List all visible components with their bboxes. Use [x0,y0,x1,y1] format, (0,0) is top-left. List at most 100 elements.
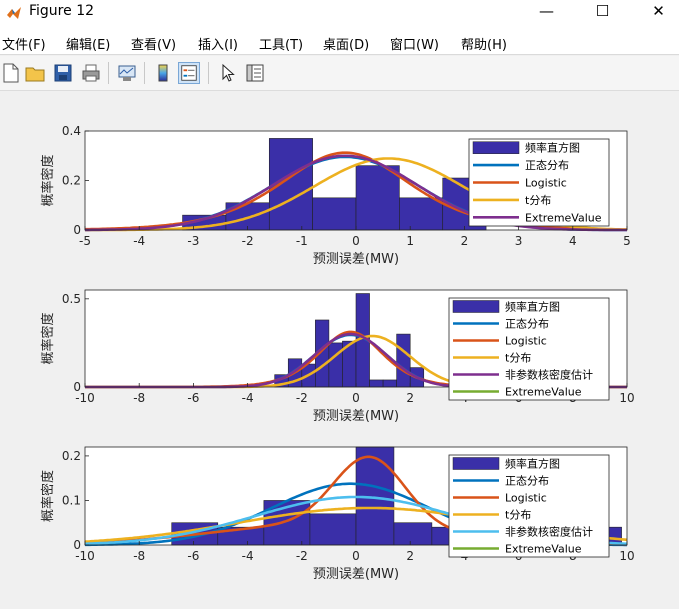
legend-label: 频率直方图 [525,141,580,155]
save-icon[interactable] [52,62,74,84]
x-tick-label: -2 [296,391,308,405]
histogram-bar [355,165,400,231]
x-tick-label: 10 [619,549,634,563]
colorbar-icon[interactable] [152,62,174,84]
legend-label: 非参数核密度估计 [505,525,593,539]
y-tick-label: 0.2 [62,449,81,463]
legend-swatch-bar [452,300,500,313]
toolbar-separator [208,62,209,84]
legend-label: 频率直方图 [505,457,560,471]
y-tick-label: 0 [73,538,81,552]
y-axis-label: 概率密度 [40,154,56,206]
x-tick-label: 0 [352,234,360,248]
x-tick-label: -2 [296,549,308,563]
legend-label: Logistic [505,492,547,505]
axes-1: -5 -4 -3 -2 -1 0 1 2 3 4 5 0 0.2 0.4 预测误差(MW) 概率密度 频率直方图… [40,124,631,267]
x-tick-label: 10 [619,391,634,405]
toolbar-separator [108,62,109,84]
menu-help[interactable]: 帮助(H) [461,38,507,53]
close-button[interactable]: ✕ [652,2,665,20]
x-tick-label: -6 [187,391,199,405]
menu-desktop[interactable]: 桌面(D) [323,38,370,53]
open-file-icon[interactable] [24,62,46,84]
legend-label: Logistic [525,177,567,190]
legend-label: ExtremeValue [505,386,582,399]
histogram-bar [312,197,357,231]
x-tick-label: 2 [406,391,414,405]
histogram-bar [328,342,343,388]
x-tick-label: -8 [133,391,145,405]
figure-canvas: -5 -4 -3 -2 -1 0 1 2 3 4 5 0 0.2 0.4 预测误差(MW) 概率密度 频率直方图… [0,91,679,605]
property-inspector-icon[interactable] [244,62,266,84]
x-tick-label: -10 [75,391,95,405]
x-tick-label: -4 [242,391,254,405]
menu-insert[interactable]: 插入(I) [198,38,238,53]
legend-label: t分布 [505,352,531,365]
menu-tools[interactable]: 工具(T) [259,38,304,53]
legend-label: ExtremeValue [505,543,582,556]
legend-label: 正态分布 [505,475,549,488]
y-tick-label: 0.5 [62,292,81,306]
menu-edit[interactable]: 编辑(E) [66,38,111,53]
menu-file[interactable]: 文件(F) [2,38,46,53]
y-axis-label: 概率密度 [40,470,56,522]
x-axis-label: 预测误差(MW) [313,252,399,267]
print-icon[interactable] [80,62,102,84]
y-tick-label: 0.2 [62,174,81,188]
x-tick-label: 3 [515,234,523,248]
pointer-icon[interactable] [216,62,238,84]
window-title: Figure 12 [29,3,95,19]
x-tick-label: -1 [296,234,308,248]
histogram-bar [396,333,411,388]
legend-swatch-bar [472,141,520,154]
legend-label: 非参数核密度估计 [505,368,593,382]
legend-box [448,297,610,401]
legend-label: Logistic [505,335,547,348]
x-tick-label: -2 [242,234,254,248]
histogram-bar [393,522,433,546]
menu-window[interactable]: 窗口(W) [390,38,439,53]
legend-label: 正态分布 [505,318,549,331]
x-tick-label: 2 [406,549,414,563]
legend-label: t分布 [525,194,551,207]
toolbar-separator [144,62,145,84]
x-tick-label: 1 [406,234,414,248]
legend-label: 正态分布 [525,159,569,172]
axes-2: -10-8-6-4-2024681000.5预测误差(MW)概率密度频率直方图正… [40,289,635,424]
histogram-bar [369,379,384,388]
y-axis-label: 概率密度 [40,312,56,364]
x-tick-label: 5 [623,234,631,248]
y-tick-label: 0 [73,380,81,394]
legend-box [448,454,610,558]
menu-bar: 文件(F) 编辑(E) 查看(V) 插入(I) 工具(T) 桌面(D) 窗口(W… [0,30,679,55]
x-tick-label: 0 [352,549,360,563]
x-tick-label: -6 [187,549,199,563]
x-tick-label: 2 [461,234,469,248]
maximize-button[interactable]: ☐ [595,2,610,20]
curve-kernel [85,154,627,232]
histogram-bar [309,513,357,546]
histogram-bar [382,379,397,388]
x-axis-label: 预测误差(MW) [313,409,399,424]
legend-label: ExtremeValue [525,211,602,224]
histogram-bar [399,197,444,231]
legend-icon[interactable] [178,62,200,84]
menu-view[interactable]: 查看(V) [131,38,177,53]
y-tick-label: 0.4 [62,124,81,138]
x-tick-label: -5 [79,234,91,248]
x-axis-label: 预测误差(MW) [313,567,399,582]
figure-svg: -5 -4 -3 -2 -1 0 1 2 3 4 500.20.4预测误差(MW)概率密度频率直方图… [40,124,635,582]
toolbar [0,56,679,91]
x-tick-label: -4 [133,234,145,248]
title-bar: Figure 12 — ☐ ✕ [0,0,679,30]
y-tick-label: 0.1 [62,493,81,507]
axes-3: -10-8-6-4-2024681000.10.2预测误差(MW)概率密度频率直… [40,446,635,582]
minimize-button[interactable]: — [539,2,554,20]
matlab-logo-icon [7,7,21,19]
x-tick-label: -10 [75,549,95,563]
link-plot-icon[interactable] [116,62,138,84]
new-figure-icon[interactable] [0,62,22,84]
legend-label: 频率直方图 [505,300,560,314]
